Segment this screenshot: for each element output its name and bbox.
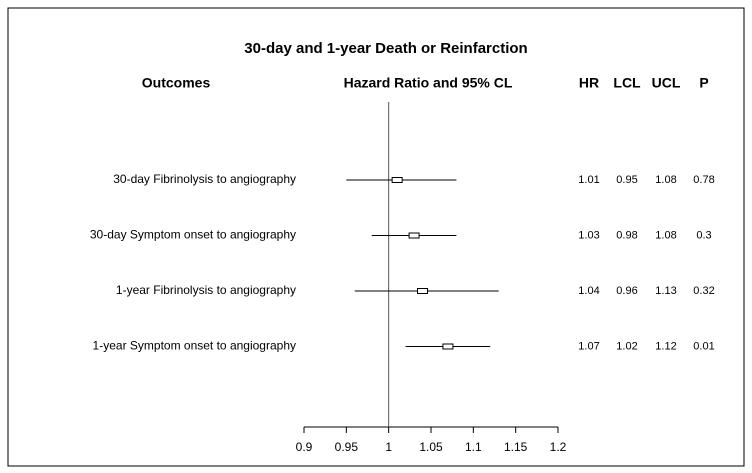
table-cell: 1.04 xyxy=(578,285,599,297)
table-cell: 1.08 xyxy=(655,174,676,186)
row-label: 30-day Fibrinolysis to angiography xyxy=(113,172,296,186)
table-cell: 0.78 xyxy=(693,174,714,186)
table-cell: 0.95 xyxy=(616,174,637,186)
column-header: LCL xyxy=(613,75,641,91)
x-tick-label: 0.95 xyxy=(335,440,359,454)
row-label: 1-year Symptom onset to angiography xyxy=(93,339,296,353)
x-tick-label: 1 xyxy=(385,440,392,454)
column-header: HR xyxy=(579,75,599,91)
estimate-box xyxy=(391,177,403,183)
table-cell: 1.03 xyxy=(578,229,599,241)
table-cell: 1.07 xyxy=(578,340,599,352)
table-cell: 1.01 xyxy=(578,174,599,186)
table-cell: 1.08 xyxy=(655,229,676,241)
estimate-box xyxy=(408,232,420,239)
table-cell: 0.3 xyxy=(696,229,711,241)
x-tick-label: 1.15 xyxy=(504,440,528,454)
table-cell: 0.32 xyxy=(693,285,714,297)
x-tick-label: 1.05 xyxy=(419,440,443,454)
table-cell: 0.01 xyxy=(693,340,714,352)
row-label: 1-year Fibrinolysis to angiography xyxy=(116,283,296,297)
x-tick-label: 1.1 xyxy=(465,440,482,454)
x-tick-label: 0.9 xyxy=(296,440,313,454)
table-cell: 1.12 xyxy=(655,340,676,352)
table-cell: 0.98 xyxy=(616,229,637,241)
table-cell: 1.02 xyxy=(616,340,637,352)
column-header: P xyxy=(699,75,708,91)
x-tick-label: 1.2 xyxy=(550,440,567,454)
table-cell: 0.96 xyxy=(616,285,637,297)
estimate-box xyxy=(442,343,454,350)
chart-title: 30-day and 1-year Death or Reinfarction xyxy=(244,40,527,57)
estimate-box xyxy=(417,288,429,294)
x-label: Hazard Ratio and 95% CL xyxy=(344,75,513,91)
row-label: 30-day Symptom onset to angiography xyxy=(90,228,296,242)
frame xyxy=(7,7,745,467)
table-cell: 1.13 xyxy=(655,285,676,297)
label-header: Outcomes xyxy=(142,75,211,91)
column-header: UCL xyxy=(652,75,681,91)
